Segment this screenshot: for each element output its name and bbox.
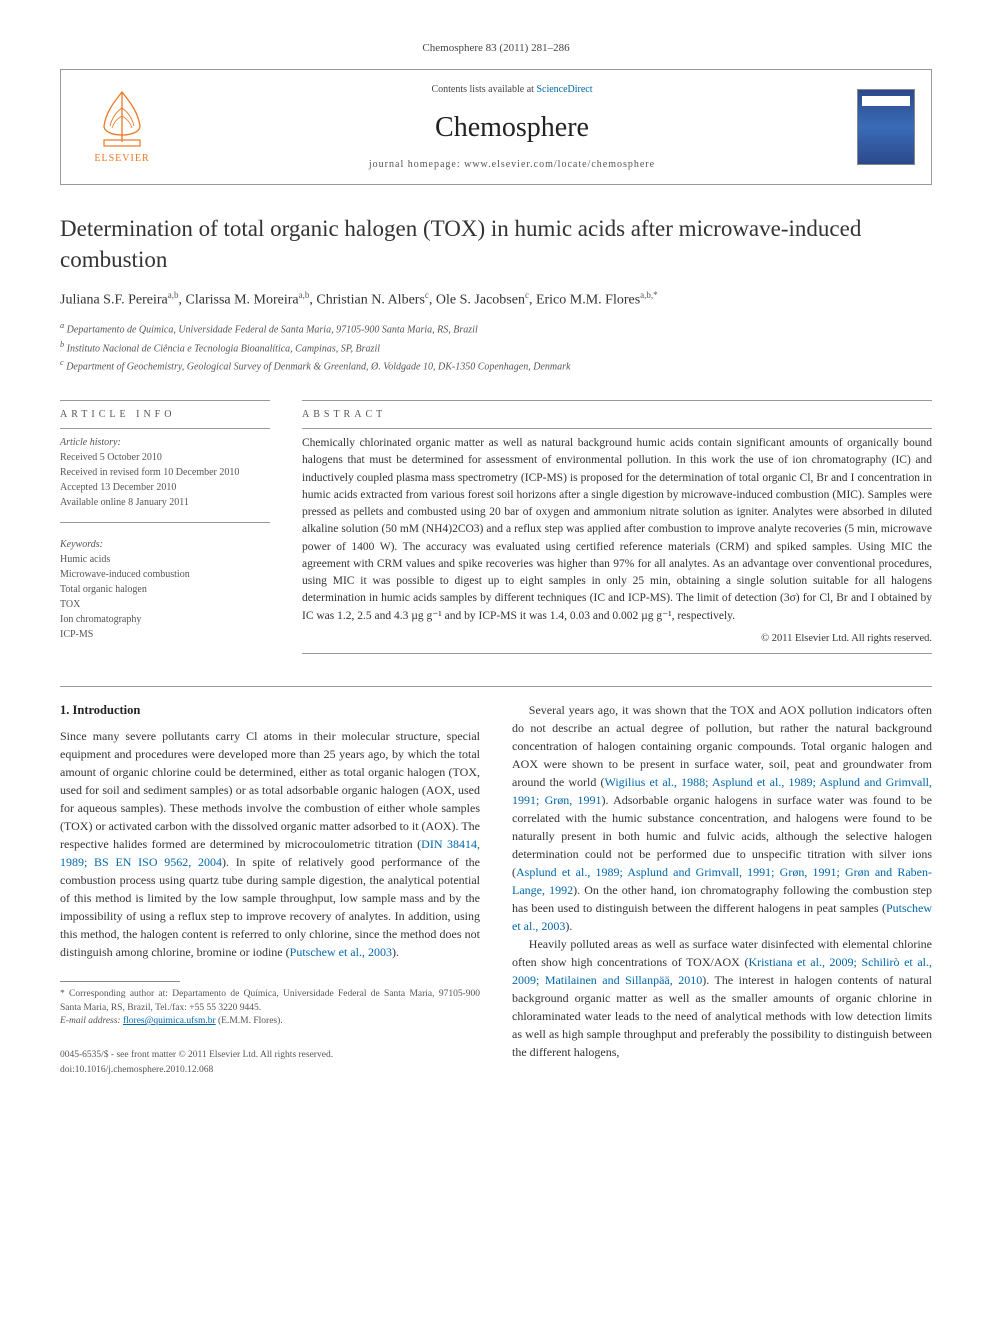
article-title: Determination of total organic halogen (… xyxy=(60,213,932,275)
publisher-name: ELSEVIER xyxy=(94,151,149,166)
header-center: Contents lists available at ScienceDirec… xyxy=(167,82,857,172)
elsevier-logo: ELSEVIER xyxy=(77,88,167,166)
homepage-line: journal homepage: www.elsevier.com/locat… xyxy=(167,157,857,172)
affiliation-c: c Department of Geochemistry, Geological… xyxy=(60,357,932,374)
keyword-item: ICP-MS xyxy=(60,627,270,642)
rule xyxy=(60,400,270,401)
journal-reference: Chemosphere 83 (2011) 281–286 xyxy=(60,40,932,57)
tree-icon xyxy=(94,88,150,148)
abstract-copyright: © 2011 Elsevier Ltd. All rights reserved… xyxy=(302,631,932,647)
history-item: Received in revised form 10 December 201… xyxy=(60,465,270,480)
keyword-item: Total organic halogen xyxy=(60,582,270,597)
contents-line: Contents lists available at ScienceDirec… xyxy=(167,82,857,97)
sciencedirect-link[interactable]: ScienceDirect xyxy=(536,84,592,95)
abstract-block: ABSTRACT Chemically chlorinated organic … xyxy=(302,394,932,660)
doi-line: doi:10.1016/j.chemosphere.2010.12.068 xyxy=(60,1063,480,1077)
abstract-heading: ABSTRACT xyxy=(302,407,932,422)
rule xyxy=(302,400,932,401)
front-matter-line: 0045-6535/$ - see front matter © 2011 El… xyxy=(60,1048,480,1062)
rule-full xyxy=(60,686,932,687)
keyword-item: Ion chromatography xyxy=(60,612,270,627)
body-paragraph: Several years ago, it was shown that the… xyxy=(512,701,932,935)
email-link[interactable]: flores@quimica.ufsm.br xyxy=(123,1016,216,1026)
body-column-left: 1. Introduction Since many severe pollut… xyxy=(60,701,480,1077)
body-columns: 1. Introduction Since many severe pollut… xyxy=(60,701,932,1077)
affiliation-a: a Departamento de Química, Universidade … xyxy=(60,320,932,337)
article-info-heading: ARTICLE INFO xyxy=(60,407,270,422)
history-item: Received 5 October 2010 xyxy=(60,450,270,465)
corresponding-author-footnote: * Corresponding author at: Departamento … xyxy=(60,988,480,1028)
affiliations-block: a Departamento de Química, Universidade … xyxy=(60,320,932,374)
keywords-list: Humic acidsMicrowave-induced combustionT… xyxy=(60,552,270,642)
keyword-item: Humic acids xyxy=(60,552,270,567)
body-paragraph: Since many severe pollutants carry Cl at… xyxy=(60,727,480,961)
journal-title: Chemosphere xyxy=(167,107,857,149)
body-column-right: Several years ago, it was shown that the… xyxy=(512,701,932,1077)
journal-header: ELSEVIER Contents lists available at Sci… xyxy=(60,69,932,185)
keywords-label: Keywords: xyxy=(60,537,270,552)
section-heading: 1. Introduction xyxy=(60,701,480,720)
history-list: Received 5 October 2010Received in revis… xyxy=(60,450,270,510)
article-info-block: ARTICLE INFO Article history: Received 5… xyxy=(60,394,270,660)
footnote-separator xyxy=(60,981,180,982)
rule xyxy=(302,428,932,429)
rule xyxy=(302,653,932,654)
abstract-text: Chemically chlorinated organic matter as… xyxy=(302,435,932,625)
history-item: Accepted 13 December 2010 xyxy=(60,480,270,495)
body-paragraph: Heavily polluted areas as well as surfac… xyxy=(512,935,932,1061)
homepage-prefix: journal homepage: xyxy=(369,159,464,170)
authors-line: Juliana S.F. Pereiraa,b, Clarissa M. Mor… xyxy=(60,289,932,311)
rule xyxy=(60,522,270,523)
email-line: E-mail address: flores@quimica.ufsm.br (… xyxy=(60,1015,480,1028)
history-item: Available online 8 January 2011 xyxy=(60,495,270,510)
article-history-label: Article history: xyxy=(60,435,270,450)
journal-cover-thumbnail xyxy=(857,89,915,165)
keyword-item: TOX xyxy=(60,597,270,612)
homepage-url: www.elsevier.com/locate/chemosphere xyxy=(464,159,655,170)
affiliation-b: b Instituto Nacional de Ciência e Tecnol… xyxy=(60,339,932,356)
corresponding-text: * Corresponding author at: Departamento … xyxy=(60,988,480,1015)
keyword-item: Microwave-induced combustion xyxy=(60,567,270,582)
doi-block: 0045-6535/$ - see front matter © 2011 El… xyxy=(60,1048,480,1077)
info-abstract-row: ARTICLE INFO Article history: Received 5… xyxy=(60,394,932,660)
rule xyxy=(60,428,270,429)
contents-prefix: Contents lists available at xyxy=(431,84,536,95)
page: Chemosphere 83 (2011) 281–286 ELSEVIER C… xyxy=(0,0,992,1117)
